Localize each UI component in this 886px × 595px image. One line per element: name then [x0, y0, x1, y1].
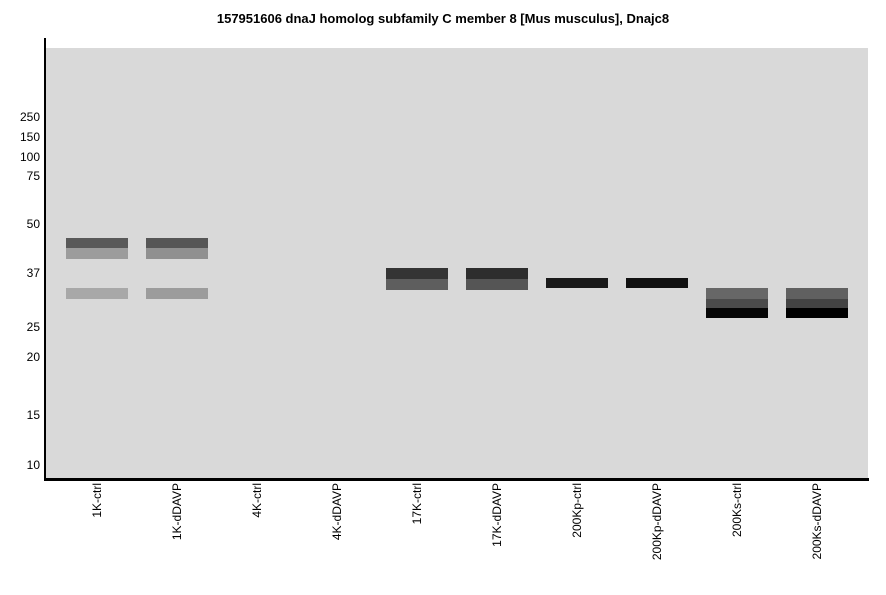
- gel-band-segment: [626, 278, 688, 288]
- y-tick-label-37: 37: [26, 266, 40, 280]
- gel-band-segment: [466, 279, 528, 290]
- x-tick-label: 200Ks-dDAVP: [810, 483, 824, 560]
- gel-band-200Kp-dDAVP: [626, 278, 688, 288]
- gel-band-1K-dDAVP: [146, 288, 208, 299]
- y-tick-label-75: 75: [26, 169, 40, 183]
- gel-band-segment: [786, 308, 848, 318]
- x-tick-label: 4K-dDAVP: [330, 483, 344, 541]
- gel-band-17K-dDAVP: [466, 268, 528, 290]
- x-tick-label: 200Ks-ctrl: [730, 483, 744, 538]
- y-tick-label-150: 150: [19, 130, 40, 144]
- gel-band-segment: [146, 288, 208, 299]
- y-tick-label-10: 10: [26, 458, 40, 472]
- y-tick-label-100: 100: [19, 150, 40, 164]
- gel-band-segment: [706, 288, 768, 299]
- x-axis-line: [44, 478, 869, 481]
- gel-band-17K-ctrl: [386, 268, 448, 290]
- y-tick-label-25: 25: [26, 320, 40, 334]
- gel-band-1K-ctrl: [66, 238, 128, 259]
- gel-band-segment: [146, 238, 208, 248]
- chart-title: 157951606 dnaJ homolog subfamily C membe…: [216, 11, 670, 26]
- gel-band-segment: [66, 248, 128, 259]
- x-tick-label: 17K-ctrl: [410, 483, 424, 525]
- x-tick-label: 1K-ctrl: [90, 483, 104, 518]
- gel-band-200Ks-ctrl: [706, 288, 768, 318]
- gel-band-segment: [66, 238, 128, 248]
- gel-band-segment: [546, 278, 608, 288]
- x-tick-label: 1K-dDAVP: [170, 483, 184, 541]
- y-tick-label-250: 250: [19, 110, 40, 124]
- gel-band-segment: [466, 268, 528, 279]
- gel-band-segment: [706, 299, 768, 308]
- gel-band-200Ks-dDAVP: [786, 288, 848, 318]
- x-tick-label: 200Kp-ctrl: [570, 483, 584, 538]
- gel-band-1K-ctrl: [66, 288, 128, 299]
- plot-area: [46, 48, 868, 478]
- gel-band-segment: [386, 268, 448, 279]
- gel-band-segment: [786, 288, 848, 299]
- y-tick-label-50: 50: [26, 217, 40, 231]
- x-tick-label: 17K-dDAVP: [490, 483, 504, 547]
- gel-band-200Kp-ctrl: [546, 278, 608, 288]
- gel-band-segment: [386, 279, 448, 290]
- x-tick-label: 4K-ctrl: [250, 483, 264, 518]
- y-tick-label-15: 15: [26, 408, 40, 422]
- gel-band-segment: [786, 299, 848, 308]
- gel-band-segment: [706, 308, 768, 318]
- gel-band-segment: [66, 288, 128, 299]
- gel-band-segment: [146, 248, 208, 259]
- y-tick-label-20: 20: [26, 350, 40, 364]
- y-axis-line: [44, 38, 46, 481]
- gel-band-1K-dDAVP: [146, 238, 208, 259]
- x-tick-label: 200Kp-dDAVP: [650, 483, 664, 561]
